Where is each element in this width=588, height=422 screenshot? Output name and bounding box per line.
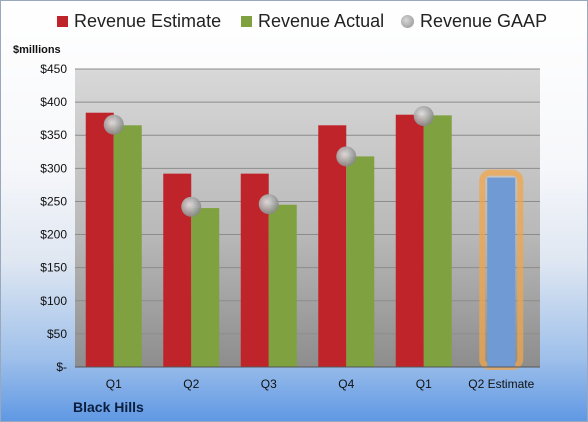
- bar-q2-estimate: [487, 177, 516, 367]
- y-tick-label: $400: [40, 95, 67, 109]
- plot-area: [75, 69, 540, 367]
- legend-swatch-gaap: [401, 15, 414, 28]
- y-tick-label: $100: [40, 294, 67, 308]
- legend-label: Revenue GAAP: [420, 11, 548, 31]
- y-tick-label: $-: [56, 360, 67, 374]
- bar-revenue-actual: [268, 204, 297, 367]
- bar-revenue-estimate: [318, 125, 347, 368]
- legend-item-revenue-estimate: Revenue Estimate: [57, 11, 221, 32]
- bar-revenue-actual: [346, 156, 375, 367]
- bar-revenue-actual: [113, 125, 142, 368]
- legend-label: Revenue Actual: [258, 11, 385, 31]
- legend-swatch-actual: [241, 16, 252, 27]
- bar-revenue-actual: [423, 115, 452, 367]
- x-tick-label: Q2 Estimate: [468, 377, 534, 391]
- point-revenue-gaap: [103, 114, 124, 135]
- point-revenue-gaap: [181, 196, 202, 217]
- y-tick-label: $300: [40, 161, 67, 175]
- bar-revenue-estimate: [395, 114, 424, 368]
- legend-item-revenue-gaap: Revenue GAAP: [401, 11, 547, 32]
- point-revenue-gaap: [336, 146, 357, 167]
- bar-revenue-estimate: [85, 112, 114, 367]
- y-tick-label: $200: [40, 228, 67, 242]
- bar-revenue-actual: [191, 208, 220, 367]
- point-revenue-gaap: [258, 194, 279, 215]
- y-unit-label: $millions: [13, 44, 61, 56]
- y-tick-label: $250: [40, 194, 67, 208]
- x-tick-label: Q2: [183, 377, 199, 391]
- y-tick-label: $350: [40, 128, 67, 142]
- y-tick-label: $150: [40, 261, 67, 275]
- legend-item-revenue-actual: Revenue Actual: [241, 11, 384, 32]
- y-tick-label: $450: [40, 62, 67, 76]
- legend-label: Revenue Estimate: [74, 11, 222, 31]
- x-tick-label: Q1: [106, 377, 122, 391]
- x-tick-label: Q1: [416, 377, 432, 391]
- legend-swatch-estimate: [57, 16, 68, 27]
- point-revenue-gaap: [413, 106, 434, 127]
- x-tick-label: Q4: [338, 377, 354, 391]
- company-name: Black Hills: [73, 399, 144, 415]
- y-tick-label: $50: [47, 327, 67, 341]
- x-tick-label: Q3: [261, 377, 277, 391]
